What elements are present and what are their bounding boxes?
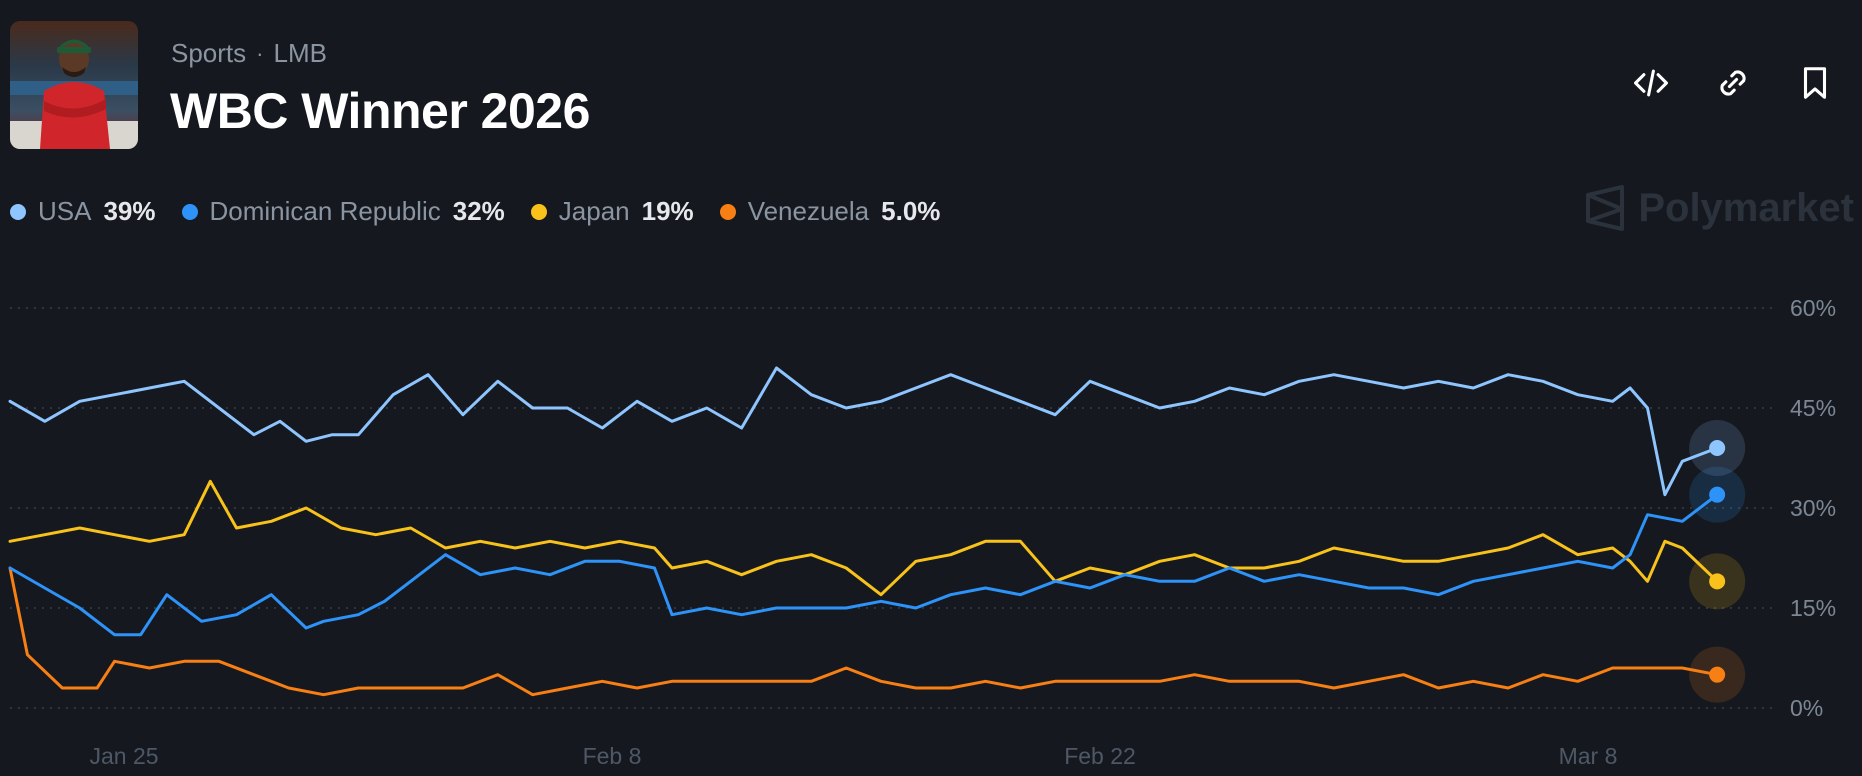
legend-value-japan: 19%	[641, 196, 694, 226]
legend-item-dominican-republic[interactable]: Dominican Republic 32%	[181, 196, 505, 227]
polymarket-brand: Polymarket	[1584, 185, 1854, 231]
y-tick-label: 15%	[1790, 595, 1836, 621]
breadcrumb-category[interactable]: Sports	[171, 38, 247, 68]
legend-name-japan: Japan	[558, 196, 630, 226]
page-title: WBC Winner 2026	[170, 83, 590, 139]
legend-value-venezuela: 5.0%	[881, 196, 941, 226]
end-point-venezuela	[1709, 666, 1726, 683]
breadcrumb-league[interactable]: LMB	[273, 38, 327, 68]
breadcrumb-separator: ·	[256, 40, 264, 66]
legend-item-venezuela[interactable]: Venezuela 5.0%	[719, 196, 941, 227]
breadcrumb: Sports · LMB	[171, 38, 327, 69]
legend-item-japan[interactable]: Japan 19%	[530, 196, 694, 227]
legend-name-venezuela: Venezuela	[747, 196, 870, 226]
series-line-dominican-republic	[8, 493, 1719, 637]
link-icon[interactable]	[1714, 64, 1752, 102]
header-actions	[1632, 64, 1834, 102]
legend-name-usa: USA	[38, 196, 92, 226]
end-point-japan	[1709, 573, 1726, 590]
series-line-japan	[8, 479, 1719, 597]
end-point-usa	[1709, 440, 1726, 456]
bookmark-icon[interactable]	[1796, 64, 1834, 102]
chart-legend: USA 39% Dominican Republic 32% Japan 19%…	[10, 196, 940, 227]
legend-swatch-venezuela	[719, 203, 736, 220]
brand-name: Polymarket	[1638, 185, 1854, 230]
market-thumbnail	[10, 21, 138, 149]
series-line-venezuela	[8, 566, 1719, 697]
legend-swatch-japan	[530, 203, 547, 220]
x-tick-label: Feb 8	[583, 743, 642, 769]
x-tick-label: Jan 25	[89, 743, 158, 769]
end-point-dominican-republic	[1709, 486, 1726, 503]
series-line-usa	[8, 366, 1719, 497]
y-tick-label: 30%	[1790, 495, 1836, 521]
polymarket-logo-icon	[1586, 185, 1625, 231]
legend-swatch-usa	[10, 203, 26, 220]
legend-swatch-dominican-republic	[181, 203, 198, 220]
legend-value-usa: 39%	[103, 196, 156, 226]
legend-name-dominican-republic: Dominican Republic	[209, 196, 441, 226]
y-tick-label: 45%	[1790, 395, 1836, 421]
x-tick-label: Feb 22	[1064, 743, 1136, 769]
y-tick-label: 0%	[1790, 695, 1823, 721]
legend-value-dominican-republic: 32%	[452, 196, 505, 226]
embed-code-icon[interactable]	[1632, 64, 1670, 102]
x-tick-label: Mar 8	[1559, 743, 1618, 769]
legend-item-usa[interactable]: USA 39%	[10, 196, 156, 227]
baseball-player-photo	[10, 21, 138, 149]
y-tick-label: 60%	[1790, 295, 1836, 321]
